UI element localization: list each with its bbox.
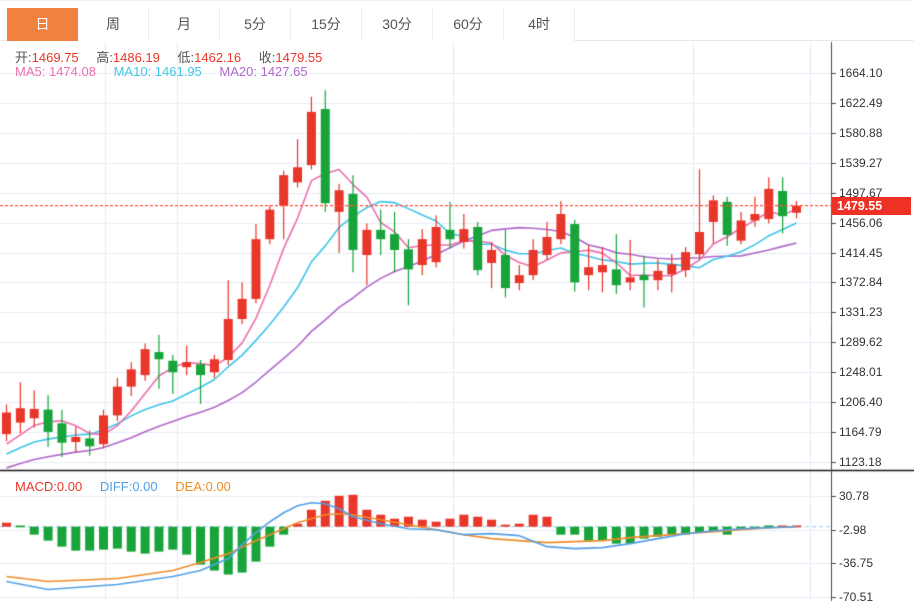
price-tick-label: 1164.79 [839,425,882,440]
price-tick-label: 1622.49 [839,95,883,110]
open-readout: 开:1469.75 [15,50,79,65]
macd-legend: MACD:0.00 DIFF:0.00 DEA:0.00 [15,479,245,494]
price-tick-label: 1331.23 [839,305,883,320]
price-tick-label: 1456.06 [839,215,883,230]
macd-tick-label: -2.98 [839,522,867,537]
price-tick-label: 1497.67 [839,185,883,200]
price-tick-label: 1248.01 [839,365,883,380]
close-readout: 收:1479.55 [258,50,323,65]
tab-day[interactable]: 日 [7,8,78,41]
tab-month[interactable]: 月 [149,8,220,41]
current-price-tag: 1479.55 [832,196,911,215]
ohlc-legend: 开:1469.75 高:1486.19 低:1462.16 收:1479.55 [15,47,336,66]
diff-readout: DIFF:0.00 [99,479,158,494]
price-tick-label: 1664.10 [839,66,883,80]
price-tick-label: 1580.88 [839,125,883,140]
ma10-readout: MA10: 1461.95 [113,64,202,79]
price-tick-label: 1372.84 [839,275,883,290]
high-readout: 高:1486.19 [96,50,160,65]
price-tick-label: 1289.62 [839,335,883,350]
tab-5min[interactable]: 5分 [220,8,291,41]
price-tick-label: 1539.27 [839,155,883,170]
tab-4hour[interactable]: 4时 [504,8,575,41]
ma5-readout: MA5: 1474.08 [15,64,96,79]
macd-tick-label: -36.75 [839,556,874,571]
period-tabbar: 日 周 月 5分 15分 30分 60分 4时 [0,0,914,41]
price-tick-label: 1206.40 [839,395,883,410]
price-tick-label: 1123.18 [839,455,882,469]
low-readout: 低:1462.16 [177,50,242,65]
ma20-readout: MA20: 1427.65 [219,64,308,79]
macd-tick-label: 30.78 [839,489,870,503]
price-tick-label: 1414.45 [839,245,883,260]
tab-30min[interactable]: 30分 [362,8,433,41]
tab-60min[interactable]: 60分 [433,8,504,41]
tab-15min[interactable]: 15分 [291,8,362,41]
macd-tick-label: -70.51 [839,590,874,604]
macd-readout: MACD:0.00 [15,479,83,494]
ma-legend: MA5: 1474.08 MA10: 1461.95 MA20: 1427.65 [15,64,322,79]
tab-week[interactable]: 周 [78,8,149,41]
dea-readout: DEA:0.00 [175,479,231,494]
